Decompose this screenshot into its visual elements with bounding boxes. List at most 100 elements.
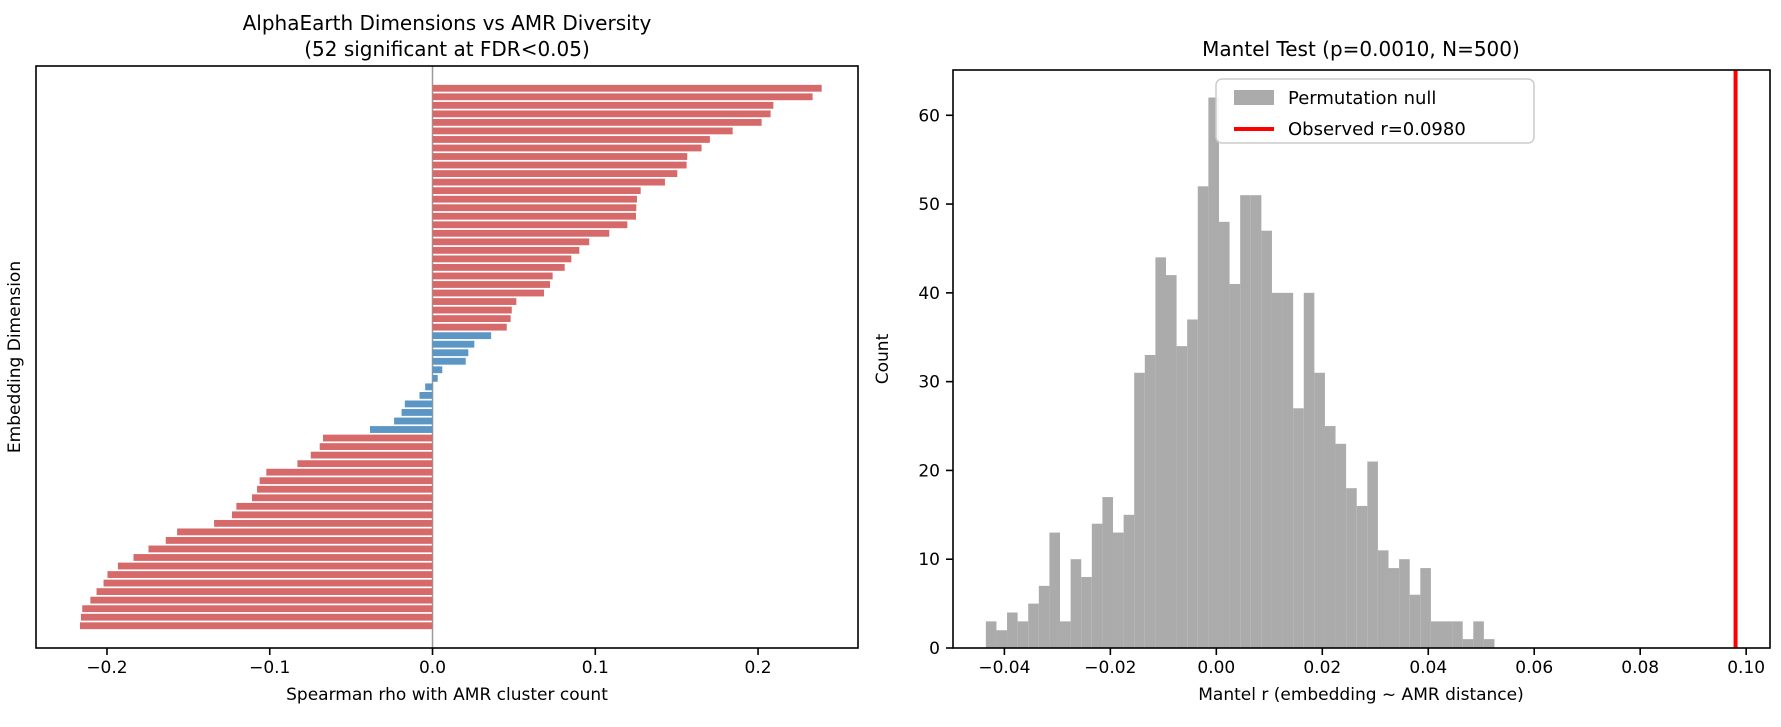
x-tick-label: 0.1 xyxy=(582,658,609,678)
significant-bar xyxy=(432,153,688,160)
histogram-bar xyxy=(1356,505,1368,648)
significant-bar xyxy=(231,511,433,519)
histogram-bar xyxy=(1261,230,1272,648)
histogram-bar xyxy=(1462,639,1474,648)
significant-bar xyxy=(251,494,433,502)
significant-bar xyxy=(432,170,678,177)
histogram-bar xyxy=(1335,443,1347,648)
significant-bar xyxy=(432,161,687,169)
histogram-bar xyxy=(985,621,997,648)
right-yaxis-label: Count xyxy=(873,333,893,384)
histogram-bar xyxy=(996,630,1008,648)
left-chart-title: AlphaEarth Dimensions vs AMR Diversity xyxy=(243,11,652,35)
histogram-bar xyxy=(1377,550,1389,648)
x-tick-label: −0.04 xyxy=(978,658,1030,678)
significant-bar xyxy=(432,272,553,280)
histogram-bar xyxy=(1049,532,1061,648)
significant-bar xyxy=(432,93,813,101)
significant-bar xyxy=(432,212,636,220)
legend-label-permutation-null: Permutation null xyxy=(1288,88,1436,109)
histogram-bar xyxy=(1250,195,1262,648)
nonsignificant-bar xyxy=(404,400,433,408)
left-yaxis-label: Embedding Dimension xyxy=(5,261,25,453)
significant-bar xyxy=(107,571,433,578)
significant-bar xyxy=(133,554,433,561)
significant-bar xyxy=(432,136,710,143)
histogram-bar xyxy=(1102,497,1114,648)
histogram-bar xyxy=(1483,639,1495,648)
x-tick-label: 0.04 xyxy=(1409,658,1447,678)
x-tick-label: 0.10 xyxy=(1727,658,1765,678)
histogram-bar xyxy=(1007,612,1018,648)
histogram-bar xyxy=(1314,372,1325,648)
left-axes-frame xyxy=(35,65,859,649)
nonsignificant-bar xyxy=(419,391,433,399)
y-tick-label: 60 xyxy=(918,106,940,126)
significant-bar xyxy=(322,434,433,442)
histogram-bar xyxy=(1367,461,1378,648)
x-tick-label: −0.2 xyxy=(86,658,127,678)
nonsignificant-bar xyxy=(394,417,433,425)
x-tick-label: 0.2 xyxy=(745,658,772,678)
histogram-bar xyxy=(1060,621,1071,648)
significant-bar xyxy=(432,118,762,126)
histogram-bar xyxy=(1017,621,1029,648)
x-tick-label: 0.06 xyxy=(1515,658,1553,678)
legend-patch-swatch xyxy=(1234,90,1274,105)
x-tick-label: 0.02 xyxy=(1303,658,1341,678)
histogram-bar xyxy=(1218,221,1230,648)
significant-bar xyxy=(90,596,433,604)
histogram-bar xyxy=(1229,283,1241,648)
significant-bar xyxy=(432,144,702,152)
histogram-bar xyxy=(1028,603,1039,648)
histogram-bar xyxy=(1197,186,1209,648)
left-chart-subtitle: (52 significant at FDR<0.05) xyxy=(304,37,590,61)
nonsignificant-bar xyxy=(432,349,469,357)
x-tick-label: 0.08 xyxy=(1621,658,1659,678)
significant-bar xyxy=(432,298,517,305)
y-tick-label: 20 xyxy=(918,461,940,481)
right-histogram: −0.04 −0.02 0.00 0.02 0.04 0.06 0.08 0.10 0 10 20 3… xyxy=(918,69,1771,678)
nonsignificant-bar xyxy=(425,383,433,391)
significant-bar xyxy=(432,127,733,135)
nonsignificant-bar xyxy=(432,332,492,340)
nonsignificant-bar xyxy=(432,357,466,365)
histogram-bar xyxy=(1324,426,1336,648)
histogram-bar xyxy=(1388,568,1400,648)
histogram-bar xyxy=(1176,346,1188,648)
histogram-bar xyxy=(1271,292,1283,648)
significant-bar xyxy=(165,537,433,544)
histogram-bar xyxy=(1070,559,1082,648)
significant-bar xyxy=(432,323,507,331)
histogram-bar xyxy=(1208,97,1219,649)
histogram-bar xyxy=(1452,621,1463,648)
histogram-bar xyxy=(1155,257,1166,648)
nonsignificant-bar xyxy=(432,366,443,374)
significant-bar xyxy=(432,255,572,263)
significant-bar xyxy=(432,264,565,271)
left-xaxis-label: Spearman rho with AMR cluster count xyxy=(286,685,608,705)
histogram-bar xyxy=(1123,514,1135,648)
histogram-bar xyxy=(1187,319,1198,648)
significant-bar xyxy=(432,289,545,297)
histogram-bar xyxy=(1144,355,1156,648)
legend-box xyxy=(1215,78,1535,144)
x-tick-label: 0.0 xyxy=(419,658,446,678)
x-tick-label: −0.02 xyxy=(1084,658,1136,678)
significant-bar xyxy=(432,306,512,314)
y-tick-label: 40 xyxy=(918,284,940,304)
significant-bar xyxy=(432,238,590,246)
significant-bar xyxy=(96,588,433,596)
significant-bar xyxy=(432,84,822,92)
histogram-bar xyxy=(1282,292,1294,648)
significant-bar xyxy=(82,605,433,613)
significant-bar xyxy=(310,451,433,459)
histogram-bar xyxy=(1420,568,1431,648)
histogram-bar xyxy=(1430,621,1442,648)
significant-bar xyxy=(103,579,433,587)
significant-bar xyxy=(236,502,433,510)
significant-bar xyxy=(79,622,433,630)
significant-bar xyxy=(432,246,580,254)
